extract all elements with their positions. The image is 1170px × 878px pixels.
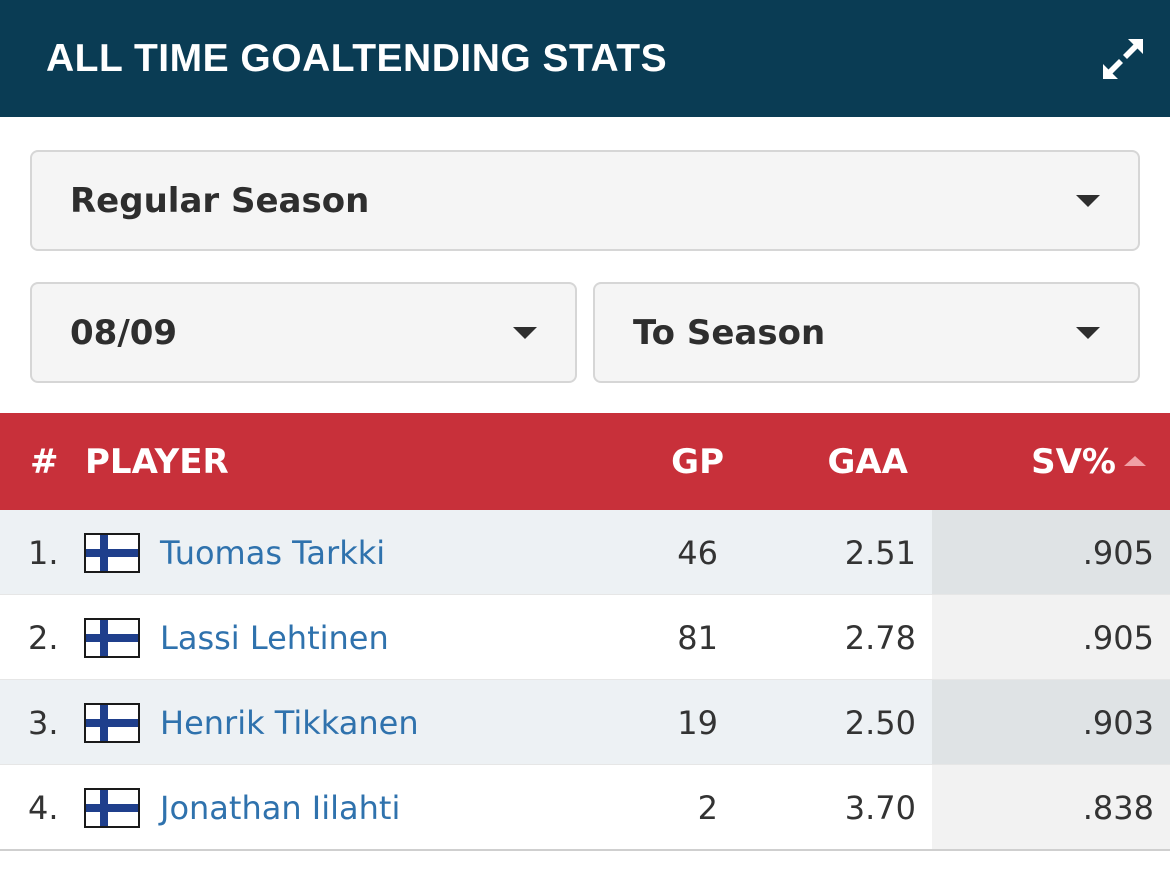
chevron-down-icon <box>1076 326 1100 339</box>
column-header-gaa[interactable]: GAA <box>827 441 908 482</box>
from-season-value: 08/09 <box>70 312 178 353</box>
sorted-column-highlight <box>932 510 1170 594</box>
player-name-link[interactable]: Tuomas Tarkki <box>160 533 386 572</box>
finland-flag-icon <box>84 765 140 850</box>
table-header: # PLAYER GP GAA SV% <box>0 413 1170 510</box>
row-sv: .905 <box>1082 618 1154 657</box>
to-season-select[interactable]: To Season <box>593 282 1140 383</box>
to-season-value: To Season <box>633 312 826 353</box>
season-type-value: Regular Season <box>70 180 370 221</box>
row-gaa: 2.51 <box>844 533 916 572</box>
row-sv: .905 <box>1082 533 1154 572</box>
table-row: 3. Henrik Tikkanen 19 2.50 .903 <box>0 680 1170 765</box>
sorted-column-highlight <box>932 765 1170 849</box>
season-type-select[interactable]: Regular Season <box>30 150 1140 251</box>
page-title: ALL TIME GOALTENDING STATS <box>46 36 668 80</box>
table-body: 1. Tuomas Tarkki 46 2.51 .905 2. Lassi Lehtine… <box>0 510 1170 850</box>
chevron-down-icon <box>1076 194 1100 207</box>
column-header-gp[interactable]: GP <box>671 441 724 482</box>
row-gaa: 2.78 <box>844 618 916 657</box>
row-gaa: 3.70 <box>844 788 916 827</box>
sorted-column-highlight <box>932 595 1170 679</box>
column-header-sv[interactable]: SV% <box>1031 413 1146 510</box>
expand-arrows-icon[interactable] <box>1102 38 1144 80</box>
table-row: 4. Jonathan Iilahti 2 3.70 .838 <box>0 765 1170 850</box>
column-header-num: # <box>30 441 59 482</box>
row-gp: 46 <box>677 533 718 572</box>
row-rank: 2. <box>28 618 59 657</box>
player-name-link[interactable]: Jonathan Iilahti <box>160 788 401 827</box>
row-gp: 2 <box>697 788 718 827</box>
row-gp: 81 <box>677 618 718 657</box>
row-gp: 19 <box>677 703 718 742</box>
row-rank: 3. <box>28 703 59 742</box>
column-header-player[interactable]: PLAYER <box>85 441 229 482</box>
sort-ascending-icon <box>1124 455 1146 466</box>
table-row: 2. Lassi Lehtinen 81 2.78 .905 <box>0 595 1170 680</box>
player-name-link[interactable]: Lassi Lehtinen <box>160 618 389 657</box>
table-bottom-divider <box>0 849 1170 851</box>
table-row: 1. Tuomas Tarkki 46 2.51 .905 <box>0 510 1170 595</box>
finland-flag-icon <box>84 595 140 680</box>
row-sv: .838 <box>1082 788 1154 827</box>
row-rank: 1. <box>28 533 59 572</box>
finland-flag-icon <box>84 510 140 595</box>
player-name-link[interactable]: Henrik Tikkanen <box>160 703 419 742</box>
stats-header: ALL TIME GOALTENDING STATS <box>0 0 1170 117</box>
sorted-column-highlight <box>932 680 1170 764</box>
from-season-select[interactable]: 08/09 <box>30 282 577 383</box>
row-sv: .903 <box>1082 703 1154 742</box>
row-gaa: 2.50 <box>844 703 916 742</box>
row-rank: 4. <box>28 788 59 827</box>
column-header-sv-label: SV% <box>1031 441 1116 482</box>
finland-flag-icon <box>84 680 140 765</box>
goaltending-table: # PLAYER GP GAA SV% 1. Tuomas Tarkki 46 2.5… <box>0 413 1170 850</box>
chevron-down-icon <box>513 326 537 339</box>
